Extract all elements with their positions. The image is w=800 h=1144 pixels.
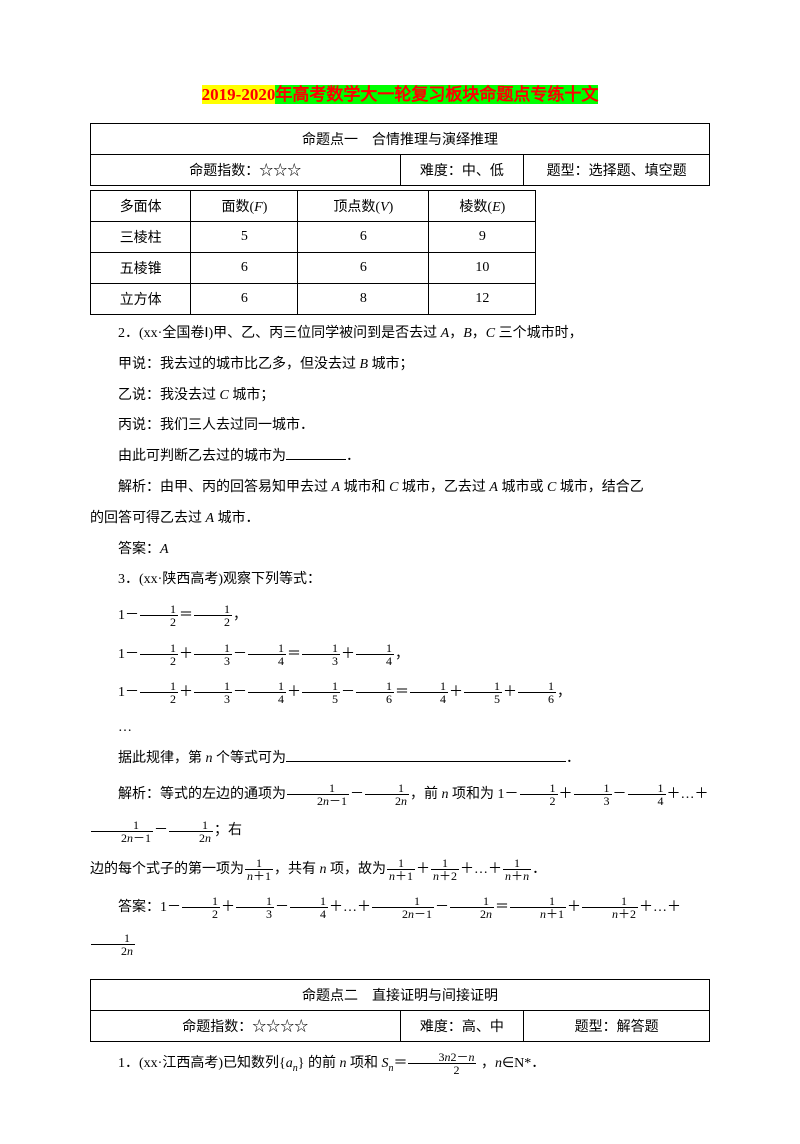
poly-cell: 8 (298, 284, 429, 315)
poly-cell: 6 (191, 284, 298, 315)
q2-blank: 由此可判断乙去过的城市为 ． (90, 442, 710, 473)
eq2: 1－12＋13－14＝13＋14， (90, 637, 710, 673)
q3-analysis: 解析：等式的左边的通项为12n－1－12n，前 n 项和为 1－12＋13－14… (90, 777, 710, 850)
topic1-type: 题型：选择题、填空题 (524, 155, 710, 186)
poly-cell: 6 (298, 253, 429, 284)
table-row: 命题指数：☆☆☆ 难度：中、低 题型：选择题、填空题 (91, 155, 710, 186)
topic2-index: 命题指数：☆☆☆☆ (91, 1010, 401, 1041)
poly-h1: 多面体 (91, 191, 191, 222)
poly-cell: 三棱柱 (91, 222, 191, 253)
blank-field (286, 445, 346, 460)
table-row: 五棱锥 6 6 10 (91, 253, 536, 284)
topic1-title: 命题点一 合情推理与演绎推理 (91, 124, 710, 155)
table-row: 命题点一 合情推理与演绎推理 (91, 124, 710, 155)
q2-analysis-cont: 的回答可得乙去过 A 城市． (90, 504, 710, 535)
polyhedron-table: 多面体 面数(F) 顶点数(V) 棱数(E) 三棱柱 5 6 9 五棱锥 6 6… (90, 190, 536, 315)
poly-cell: 5 (191, 222, 298, 253)
title-part1: 2019-2020 (202, 85, 276, 104)
poly-cell: 9 (429, 222, 536, 253)
topic2-difficulty: 难度：高、中 (400, 1010, 524, 1041)
eq3: 1－12＋13－14＋15－16＝14＋15＋16， (90, 675, 710, 711)
poly-h3: 顶点数(V) (298, 191, 429, 222)
q2-answer: 答案：A (90, 535, 710, 566)
q2-l3: 丙说：我们三人去过同一城市． (90, 411, 710, 442)
q3-answer: 答案：1－12＋13－14＋…＋12n－1－12n＝1n＋1＋1n＋2＋…＋12… (90, 890, 710, 963)
table-row: 多面体 面数(F) 顶点数(V) 棱数(E) (91, 191, 536, 222)
poly-cell: 五棱锥 (91, 253, 191, 284)
q2-answer-label: 答案： (118, 542, 160, 557)
table-row: 三棱柱 5 6 9 (91, 222, 536, 253)
table-row: 命题点二 直接证明与间接证明 (91, 979, 710, 1010)
q3-analysis-2: 边的每个式子的第一项为1n＋1，共有 n 项，故为1n＋1＋1n＋2＋…＋1n＋… (90, 852, 710, 888)
q2-l4-pre: 由此可判断乙去过的城市为 (118, 449, 286, 464)
blank-field-long (286, 747, 566, 762)
poly-h4: 棱数(E) (429, 191, 536, 222)
q2-head: 2．(xx·全国卷Ⅰ)甲、乙、丙三位同学被问到是否去过 A，B，C 三个城市时， (90, 319, 710, 350)
poly-cell: 10 (429, 253, 536, 284)
poly-cell: 6 (191, 253, 298, 284)
q2-l2: 乙说：我没去过 C 城市； (90, 381, 710, 412)
topic1-header-table: 命题点一 合情推理与演绎推理 命题指数：☆☆☆ 难度：中、低 题型：选择题、填空… (90, 123, 710, 186)
topic1-difficulty: 难度：中、低 (400, 155, 524, 186)
q2-answer-val: A (160, 542, 169, 557)
q2-l4-post: ． (346, 449, 360, 464)
poly-cell: 6 (298, 222, 429, 253)
title-part2: 年高考数学大一轮复习板块命题点专练十文 (275, 85, 598, 104)
q2-l1: 甲说：我去过的城市比乙多，但没去过 B 城市； (90, 350, 710, 381)
eq1: 1－12＝12， (90, 598, 710, 634)
q2-analysis: 解析：由甲、丙的回答易知甲去过 A 城市和 C 城市，乙去过 A 城市或 C 城… (90, 473, 710, 504)
q3-rule: 据此规律，第 n 个等式可为． (90, 744, 710, 775)
q3-head: 3．(xx·陕西高考)观察下列等式： (90, 565, 710, 596)
topic2-header-table: 命题点二 直接证明与间接证明 命题指数：☆☆☆☆ 难度：高、中 题型：解答题 (90, 979, 710, 1042)
table-row: 命题指数：☆☆☆☆ 难度：高、中 题型：解答题 (91, 1010, 710, 1041)
topic2-type: 题型：解答题 (524, 1010, 710, 1041)
ellipsis: … (90, 713, 710, 744)
poly-cell: 立方体 (91, 284, 191, 315)
topic2-title: 命题点二 直接证明与间接证明 (91, 979, 710, 1010)
poly-cell: 12 (429, 284, 536, 315)
poly-h2: 面数(F) (191, 191, 298, 222)
topic1-index: 命题指数：☆☆☆ (91, 155, 401, 186)
table-row: 立方体 6 8 12 (91, 284, 536, 315)
q4: 1．(xx·江西高考)已知数列{an} 的前 n 项和 Sn＝3n2－n2 ，n… (90, 1046, 710, 1082)
page-title: 2019-2020年高考数学大一轮复习板块命题点专练十文 (90, 80, 710, 105)
